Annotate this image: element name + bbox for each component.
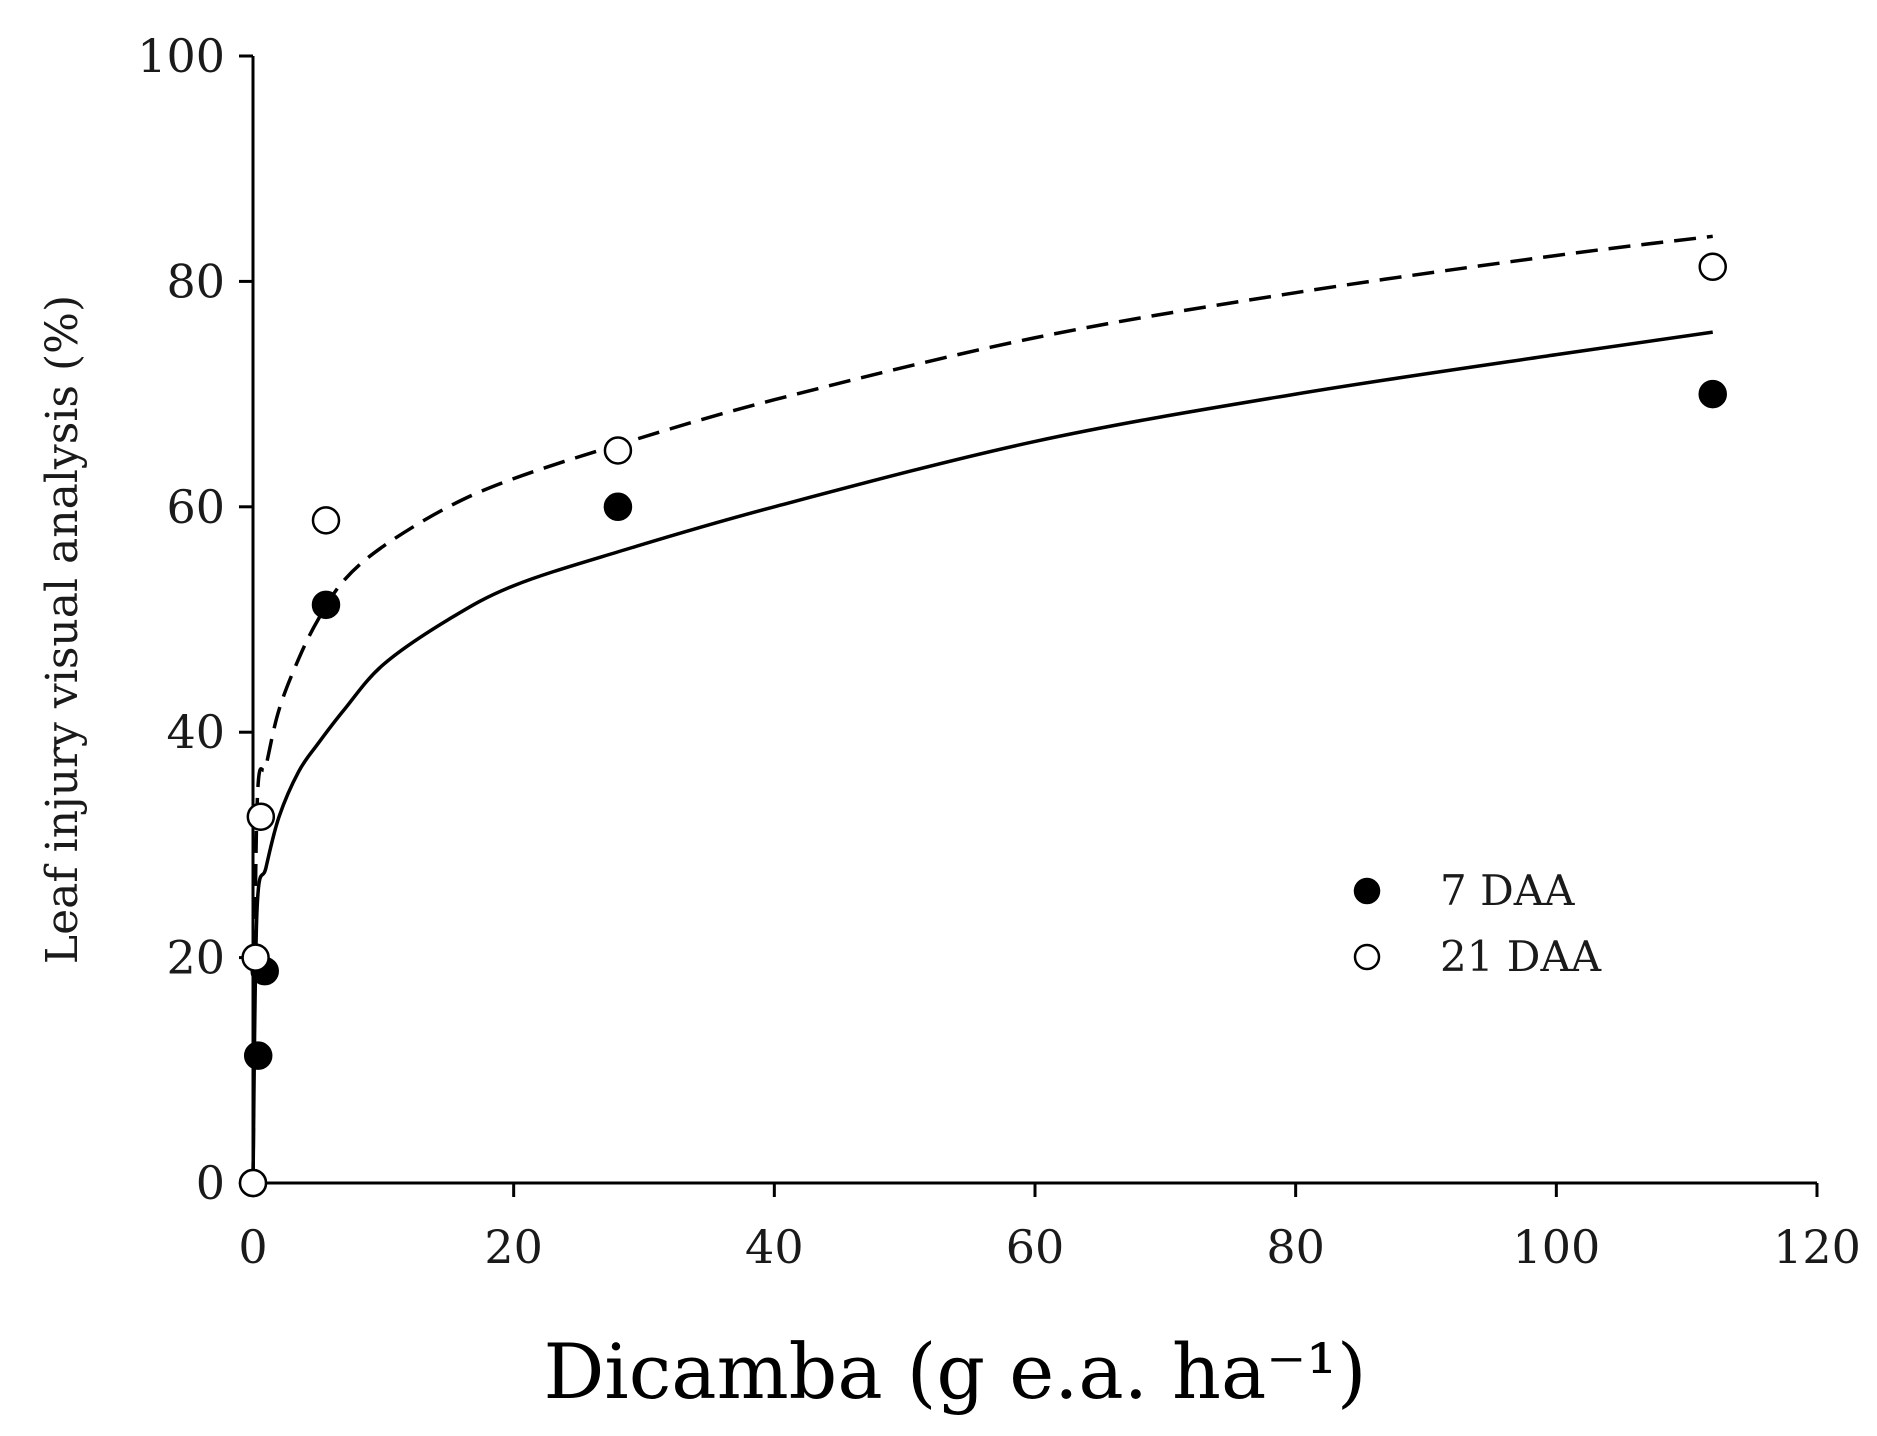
y-axis-title: Leaf injury visual analysis (%) [37, 295, 88, 964]
legend: 7 DAA 21 DAA [1353, 866, 1602, 981]
legend-marker [1353, 877, 1381, 905]
x-tick-label: 40 [745, 1220, 804, 1274]
x-tick-label: 80 [1266, 1220, 1325, 1274]
data-point-7-daa [311, 590, 341, 620]
data-point-7-daa [243, 1041, 273, 1070]
y-tick-label: 40 [166, 705, 225, 759]
data-point-21-daa [311, 506, 341, 535]
y-tick-label: 20 [166, 931, 225, 985]
data-point-21-daa [603, 436, 633, 465]
legend-marker [1353, 943, 1381, 971]
x-tick-label: 20 [484, 1220, 543, 1274]
x-tick-label: 120 [1773, 1220, 1861, 1274]
fit-line-21-daa [251, 234, 1713, 1184]
y-tick-label: 100 [137, 29, 225, 83]
fit-line-7-daa [251, 330, 1713, 1184]
x-tick-label: 100 [1512, 1220, 1600, 1274]
data-point-21-daa [241, 943, 270, 972]
data-point-21-daa [238, 1168, 268, 1198]
x-tick-label: 0 [238, 1220, 267, 1274]
data-point-7-daa [603, 492, 633, 522]
x-axis-title: Dicamba (g e.a. ha⁻¹) [543, 1327, 1366, 1416]
data-point-21-daa [1698, 252, 1727, 281]
x-tick-label: 60 [1006, 1220, 1065, 1274]
y-tick-label: 0 [196, 1156, 225, 1210]
y-tick-label: 60 [166, 480, 225, 534]
tick-labels: 0 20 40 60 80 100 0 20 40 60 80 100 120 [137, 29, 1861, 1274]
data-point-21-daa [246, 802, 276, 831]
y-tick-label: 80 [166, 254, 225, 308]
data-points [238, 252, 1727, 1198]
axes [239, 54, 1819, 1197]
legend-label: 21 DAA [1440, 932, 1602, 981]
data-point-7-daa [1698, 379, 1727, 409]
legend-label: 7 DAA [1440, 866, 1575, 915]
fit-lines [251, 234, 1713, 1184]
